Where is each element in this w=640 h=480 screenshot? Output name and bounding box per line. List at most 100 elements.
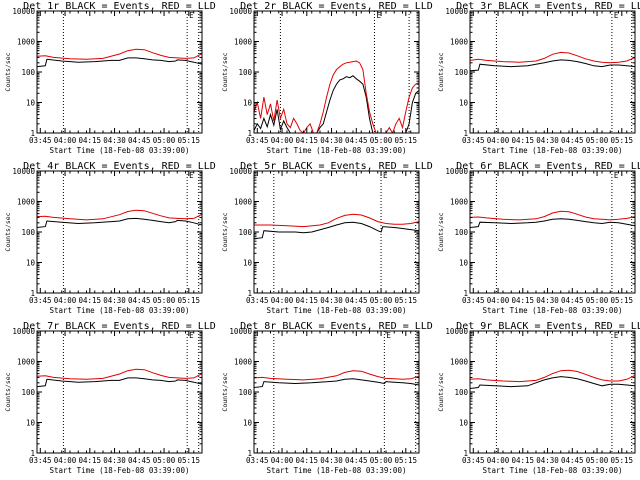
y-tick-label: 10 xyxy=(459,419,469,428)
marker-label: E xyxy=(614,11,619,20)
marker-label: E xyxy=(383,171,388,180)
y-tick-label: 1000 xyxy=(17,358,36,367)
series-line-events xyxy=(254,75,419,133)
x-tick-label: 04:15 xyxy=(296,136,319,145)
y-axis-label: Counts/sec xyxy=(4,372,12,411)
x-tick-label: 04:30 xyxy=(103,296,126,305)
x-tick-label: 04:45 xyxy=(345,456,368,465)
x-axis-label: Start Time (18-Feb-08 03:39:00) xyxy=(483,146,623,155)
marker-label: E xyxy=(376,11,381,20)
plot-frame xyxy=(36,170,203,294)
y-tick-label: 1 xyxy=(463,449,468,458)
y-tick-label: 1000 xyxy=(234,38,253,47)
x-tick-label: 04:15 xyxy=(512,136,535,145)
marker-label: E xyxy=(189,11,194,20)
x-tick-label: 03:45 xyxy=(246,296,269,305)
series-line-lld xyxy=(470,51,635,64)
y-tick-label: 10000 xyxy=(445,167,468,176)
marker-label: E xyxy=(614,331,619,340)
y-tick-label: 1 xyxy=(247,449,252,458)
x-tick-label: 04:30 xyxy=(536,296,559,305)
y-tick-label: 10 xyxy=(26,99,36,108)
x-tick-label: 04:30 xyxy=(536,136,559,145)
y-tick-label: 100 xyxy=(454,388,468,397)
x-tick-label: 04:15 xyxy=(79,136,102,145)
y-tick-label: 100 xyxy=(454,68,468,77)
x-tick-label: 04:15 xyxy=(512,296,535,305)
y-tick-label: 10000 xyxy=(12,167,35,176)
y-tick-label: 1000 xyxy=(17,38,36,47)
y-tick-label: 100 xyxy=(21,68,35,77)
y-tick-label: 100 xyxy=(238,68,252,77)
x-tick-label: 04:45 xyxy=(561,296,584,305)
y-tick-label: 10 xyxy=(243,419,253,428)
y-tick-label: 1 xyxy=(463,289,468,298)
plot-frame xyxy=(253,330,420,454)
series-line-events xyxy=(254,221,419,240)
y-tick-label: 10 xyxy=(459,259,469,268)
x-tick-label: 04:45 xyxy=(128,136,151,145)
x-tick-label: 04:15 xyxy=(296,456,319,465)
panel-title: Det 9r BLACK = Events, RED = LLD xyxy=(456,321,640,332)
x-tick-label: 05:15 xyxy=(611,136,634,145)
y-axis-label: Counts/sec xyxy=(4,212,12,251)
x-tick-label: 04:45 xyxy=(128,456,151,465)
x-tick-label: 05:15 xyxy=(395,296,418,305)
plot-frame xyxy=(36,10,203,134)
x-tick-label: 04:00 xyxy=(487,296,510,305)
y-tick-label: 10000 xyxy=(229,167,252,176)
x-tick-label: 05:00 xyxy=(586,136,609,145)
y-tick-label: 10000 xyxy=(445,7,468,16)
x-tick-label: 05:15 xyxy=(178,456,201,465)
x-tick-label: 04:30 xyxy=(536,456,559,465)
y-tick-label: 1000 xyxy=(17,198,36,207)
x-tick-label: 04:00 xyxy=(271,136,294,145)
x-tick-label: 05:00 xyxy=(153,296,176,305)
series-line-lld xyxy=(37,209,202,221)
panel-title: Det 2r BLACK = Events, RED = LLD xyxy=(240,1,433,12)
panel-title: Det 7r BLACK = Events, RED = LLD xyxy=(23,321,216,332)
marker-label: E xyxy=(386,331,391,340)
y-tick-label: 1 xyxy=(30,129,35,138)
series-line-lld xyxy=(254,213,419,228)
x-tick-label: 04:30 xyxy=(320,456,343,465)
panel-title: Det 8r BLACK = Events, RED = LLD xyxy=(240,321,433,332)
x-tick-label: 03:45 xyxy=(462,456,485,465)
y-tick-label: 10000 xyxy=(229,327,252,336)
x-tick-label: 05:15 xyxy=(178,136,201,145)
x-tick-label: 05:00 xyxy=(370,136,393,145)
x-tick-label: 04:15 xyxy=(296,296,319,305)
plot-frame xyxy=(253,10,420,134)
x-tick-label: 04:30 xyxy=(103,136,126,145)
x-tick-label: 05:15 xyxy=(395,456,418,465)
series-line-events xyxy=(470,218,635,228)
series-line-lld xyxy=(470,369,635,383)
marker-label: E xyxy=(189,171,194,180)
x-tick-label: 04:00 xyxy=(487,136,510,145)
x-tick-label: 04:00 xyxy=(54,136,77,145)
x-tick-label: 04:15 xyxy=(79,456,102,465)
y-axis-label: Counts/sec xyxy=(221,372,229,411)
x-tick-label: 04:45 xyxy=(561,136,584,145)
y-tick-label: 1 xyxy=(463,129,468,138)
x-tick-label: 04:15 xyxy=(79,296,102,305)
y-axis-label: Counts/sec xyxy=(437,372,445,411)
x-axis-label: Start Time (18-Feb-08 03:39:00) xyxy=(50,466,190,475)
y-tick-label: 10 xyxy=(26,259,36,268)
y-tick-label: 1 xyxy=(247,129,252,138)
x-tick-label: 05:00 xyxy=(586,456,609,465)
x-tick-label: 04:00 xyxy=(54,296,77,305)
y-tick-label: 1 xyxy=(247,289,252,298)
x-tick-label: 03:45 xyxy=(246,136,269,145)
series-line-events xyxy=(37,57,202,68)
x-axis-label: Start Time (18-Feb-08 03:39:00) xyxy=(267,146,407,155)
